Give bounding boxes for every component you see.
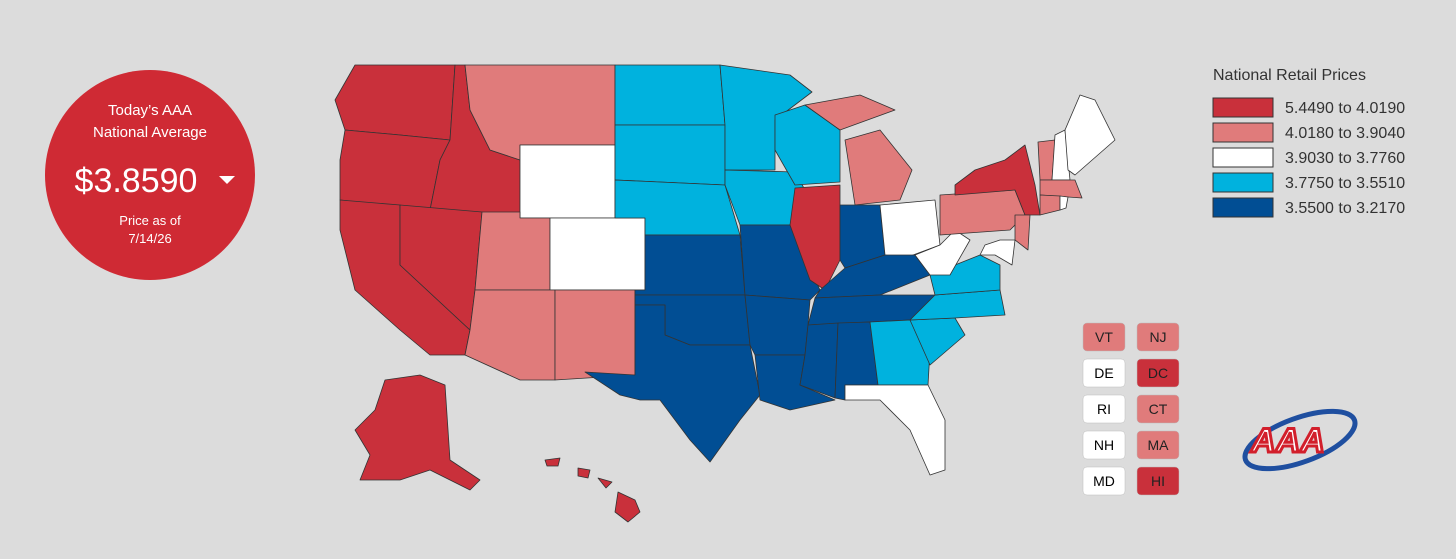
state-box [1136,358,1180,388]
legend-swatch [1212,172,1274,193]
state [879,199,941,259]
badge-date: 7/14/26 [128,231,171,246]
logo-text: AAA [1250,422,1325,460]
badge-price: $3.8590 [75,162,198,200]
state [1059,195,1069,211]
state [474,211,551,291]
state [954,144,1041,216]
state-box [1082,358,1126,388]
down-arrow [219,176,235,184]
state [799,322,839,399]
legend-label: 3.9030 to 3.7760 [1285,150,1405,167]
state-box-label: HI [1151,473,1165,489]
badge: Today’s AAA National Average $3.8590 Pri… [45,70,255,280]
state [914,229,971,276]
state [844,129,913,206]
badge-line: Today’s AAA [108,102,192,119]
state [909,289,1006,321]
legend-swatch [1212,197,1274,218]
state-box-label: CT [1149,401,1168,417]
state-box-label: VT [1095,329,1113,345]
state [744,294,811,356]
badge-line: National Average [93,124,207,141]
state [614,491,641,523]
state-box [1082,322,1126,352]
state [1039,179,1083,199]
small-state-boxes: VT NJ DE DC RI CT NH MA MD HI [1082,322,1180,496]
state-box-label: MA [1148,437,1170,453]
state [614,124,726,186]
state [519,144,616,219]
state-box [1082,430,1126,460]
state [554,289,636,381]
legend-label: 3.5500 to 3.2170 [1285,200,1405,217]
state-box [1136,394,1180,424]
state [804,94,896,131]
state-box-label: DC [1148,365,1168,381]
legend-swatch [1212,147,1274,168]
legend-label: 5.4490 to 4.0190 [1285,100,1405,117]
state [939,189,1026,236]
state-box-label: DE [1094,365,1113,381]
state [354,374,481,491]
state-box-label: NH [1094,437,1114,453]
state [577,467,591,479]
us-map [334,64,1116,523]
state-box-label: RI [1097,401,1111,417]
state [549,217,646,291]
state-box [1136,466,1180,496]
state [544,457,561,467]
state-box [1136,430,1180,460]
state [869,319,931,386]
state-box [1082,466,1126,496]
state [1014,214,1031,251]
state-box-label: NJ [1149,329,1166,345]
state [334,64,456,141]
badge-asof: Price as of [119,213,181,228]
legend-label: 4.0180 to 3.9040 [1285,125,1405,142]
state [929,254,1001,296]
state [597,477,613,489]
state [1064,94,1116,176]
legend: National Retail Prices 5.4490 to 4.0190 4… [1212,67,1405,218]
state [614,64,726,126]
legend-swatch [1212,122,1274,143]
state [979,239,1016,266]
state-box [1082,394,1126,424]
logo-swoosh [1242,408,1358,472]
state [739,224,821,301]
state [584,304,761,463]
state-box [1136,322,1180,352]
state [634,234,746,296]
aaa-logo: AAA [1242,408,1358,472]
legend-title: National Retail Prices [1213,67,1366,84]
state-box-label: MD [1093,473,1115,489]
state [844,384,946,476]
legend-label: 3.7750 to 3.5510 [1285,175,1405,192]
badge-circle [45,70,255,280]
legend-swatch [1212,97,1274,118]
